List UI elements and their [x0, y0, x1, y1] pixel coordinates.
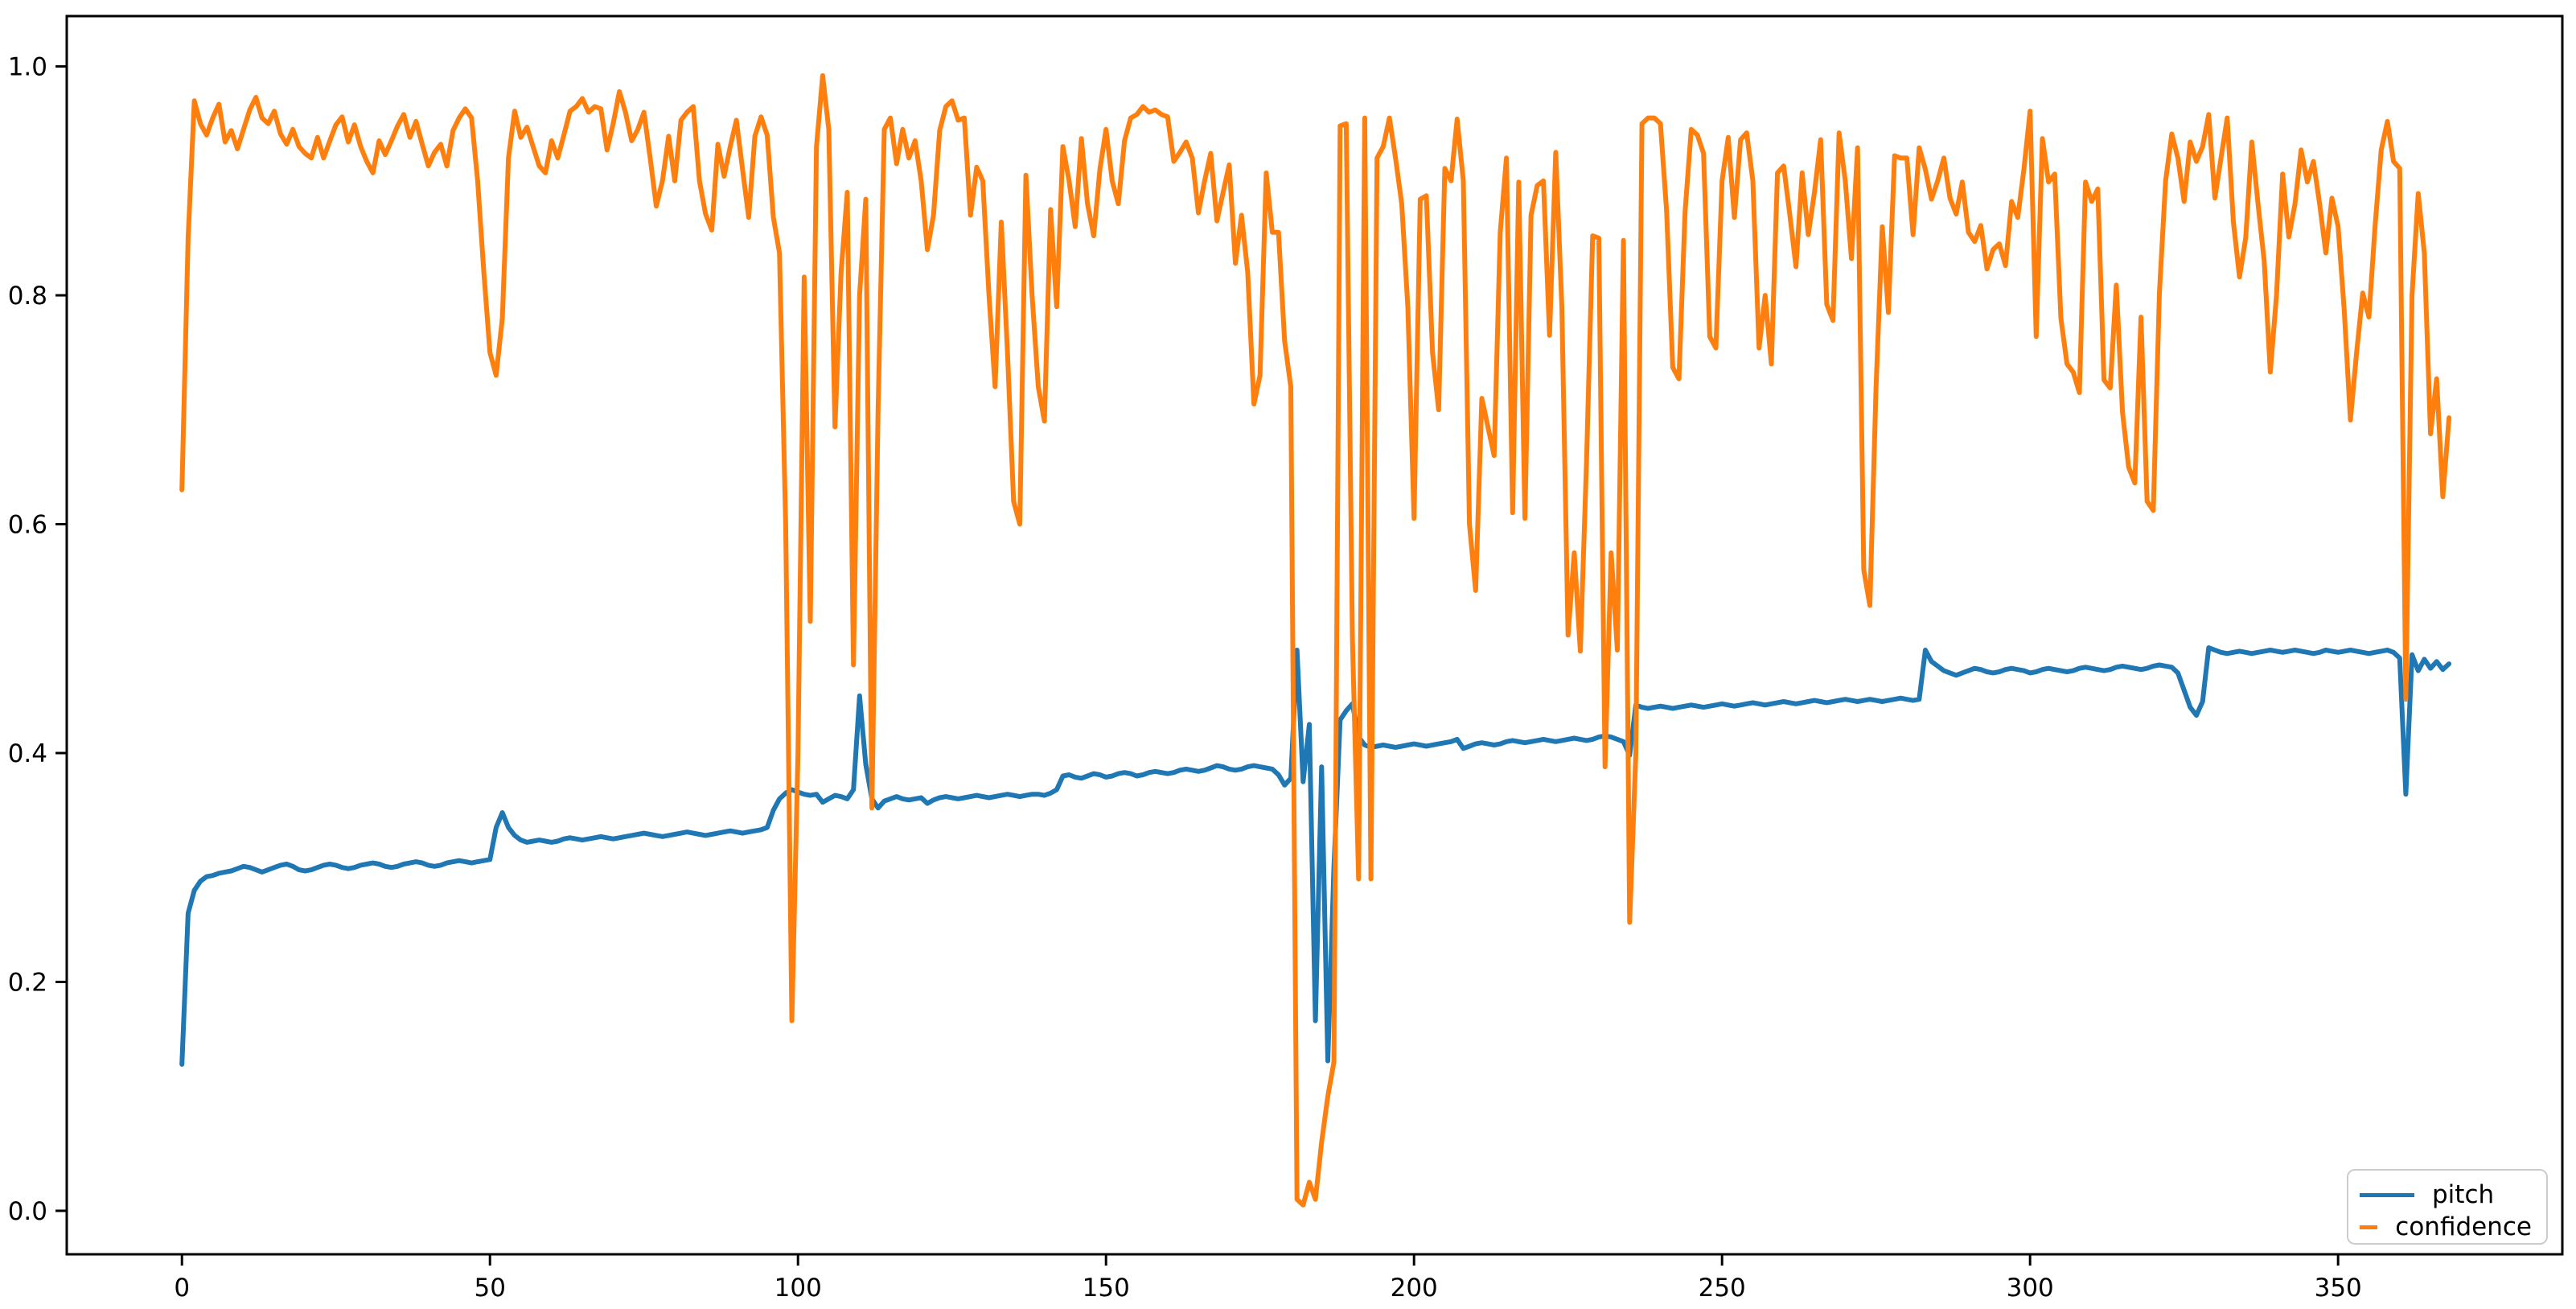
legend-line-sample-confidence: [2360, 1225, 2378, 1229]
y-tick-label: 1.0: [8, 53, 47, 82]
legend-line-sample-pitch: [2360, 1192, 2414, 1197]
y-tick-label: 0.4: [8, 739, 47, 768]
x-tick-label: 50: [475, 1274, 506, 1303]
x-tick-label: 300: [2007, 1274, 2054, 1303]
y-tick-label: 0.2: [8, 968, 47, 997]
x-tick-label: 350: [2315, 1274, 2362, 1303]
legend-item-pitch: pitch: [2360, 1179, 2532, 1211]
x-tick-label: 0: [174, 1274, 190, 1303]
series-line-pitch: [179, 645, 2452, 1067]
y-tick-label: 0.6: [8, 511, 47, 540]
legend: pitch confidence: [2347, 1169, 2548, 1245]
x-tick-label: 100: [774, 1274, 822, 1303]
x-tick-label: 250: [1699, 1274, 1746, 1303]
y-tick-label: 0.0: [8, 1197, 47, 1226]
x-tick-label: 200: [1391, 1274, 1438, 1303]
legend-item-confidence: confidence: [2360, 1211, 2532, 1243]
series-line-confidence: [179, 73, 2452, 1208]
legend-label: pitch: [2432, 1180, 2495, 1209]
y-tick-label: 0.8: [8, 282, 47, 311]
x-tick-label: 150: [1083, 1274, 1130, 1303]
plot-frame: [65, 14, 2564, 1256]
legend-label: confidence: [2395, 1212, 2532, 1241]
